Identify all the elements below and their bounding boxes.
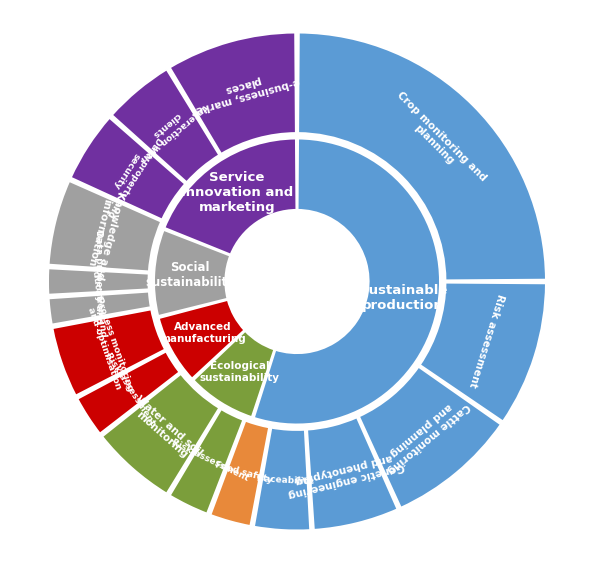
Text: Cattle monitoring
and planning: Cattle monitoring and planning bbox=[377, 392, 471, 476]
Wedge shape bbox=[48, 268, 149, 295]
Wedge shape bbox=[112, 69, 219, 182]
Wedge shape bbox=[359, 367, 501, 508]
Text: Crop monitoring and
planning: Crop monitoring and planning bbox=[387, 90, 488, 191]
Text: e-business, market
places: e-business, market places bbox=[187, 65, 301, 115]
Wedge shape bbox=[170, 409, 244, 514]
Text: Risk assessment: Risk assessment bbox=[467, 293, 506, 388]
Text: Knowledge and
information: Knowledge and information bbox=[83, 187, 125, 280]
Wedge shape bbox=[49, 292, 151, 325]
Wedge shape bbox=[165, 138, 296, 254]
Wedge shape bbox=[210, 421, 269, 526]
Text: Ecological
sustainability: Ecological sustainability bbox=[200, 361, 280, 383]
Text: Genetic engineering
and phenotyping: Genetic engineering and phenotyping bbox=[284, 450, 405, 499]
Wedge shape bbox=[71, 118, 185, 220]
Text: Interaction with
clients: Interaction with clients bbox=[132, 95, 207, 163]
Text: Data property and
security: Data property and security bbox=[97, 129, 164, 218]
Text: Food safety: Food safety bbox=[214, 461, 273, 485]
Text: Data property and...: Data property and... bbox=[94, 230, 103, 333]
Text: Sustainable
production: Sustainable production bbox=[359, 284, 447, 312]
Wedge shape bbox=[307, 417, 397, 530]
Text: Risk assessment: Risk assessment bbox=[170, 437, 250, 482]
Text: Water and soil
monitoring: Water and soil monitoring bbox=[126, 394, 204, 467]
Text: Service
innovation and
marketing: Service innovation and marketing bbox=[181, 171, 293, 215]
Wedge shape bbox=[49, 181, 162, 271]
Text: Social
sustainability: Social sustainability bbox=[145, 261, 235, 289]
Wedge shape bbox=[254, 138, 440, 425]
Wedge shape bbox=[194, 331, 274, 417]
Wedge shape bbox=[298, 33, 546, 280]
Text: Education and...: Education and... bbox=[90, 264, 109, 347]
Wedge shape bbox=[77, 351, 179, 434]
Wedge shape bbox=[170, 33, 296, 154]
Wedge shape bbox=[154, 230, 230, 316]
Text: Traceability: Traceability bbox=[255, 473, 315, 486]
Text: Risk assessment: Risk assessment bbox=[103, 351, 157, 427]
Wedge shape bbox=[254, 428, 310, 530]
Text: Process monitoring
and optimisation: Process monitoring and optimisation bbox=[84, 297, 134, 396]
Text: Advanced
manufacturing: Advanced manufacturing bbox=[160, 323, 247, 344]
Wedge shape bbox=[159, 300, 245, 379]
Wedge shape bbox=[52, 309, 165, 396]
Wedge shape bbox=[420, 283, 546, 422]
Wedge shape bbox=[102, 374, 219, 494]
